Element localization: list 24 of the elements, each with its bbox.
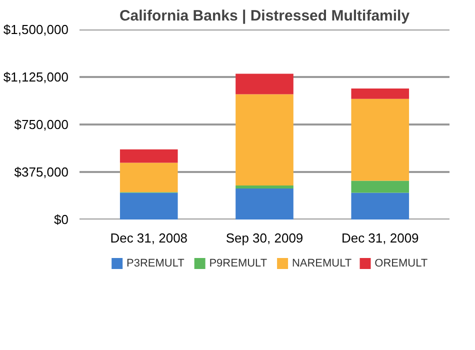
legend-label: P9REMULT bbox=[209, 258, 268, 270]
y-tick-label: $375,000 bbox=[14, 164, 69, 180]
legend-label: NAREMULT bbox=[292, 258, 352, 270]
x-tick-label: Dec 31, 2009 bbox=[341, 230, 419, 246]
y-tick-label: $1,500,000 bbox=[3, 22, 69, 37]
y-tick-label: $0 bbox=[54, 212, 69, 227]
x-tick-label: Dec 31, 2008 bbox=[110, 230, 188, 246]
legend-label: P3REMULT bbox=[126, 258, 185, 270]
chart-title: California Banks | Distressed Multifamily bbox=[119, 8, 410, 24]
bar bbox=[351, 192, 410, 220]
bar bbox=[120, 149, 178, 163]
x-tick-label: Sep 30, 2009 bbox=[226, 230, 304, 246]
bar bbox=[236, 188, 294, 220]
bar bbox=[351, 180, 410, 193]
bar bbox=[351, 98, 410, 181]
bar bbox=[351, 88, 410, 99]
bar bbox=[236, 74, 294, 94]
bar bbox=[120, 192, 178, 220]
legend-label: OREMULT bbox=[374, 258, 428, 270]
y-tick-label: $750,000 bbox=[14, 117, 69, 132]
y-tick-label: $1,125,000 bbox=[3, 70, 69, 84]
bar bbox=[120, 162, 178, 192]
bar bbox=[236, 186, 294, 188]
bar bbox=[236, 94, 294, 186]
